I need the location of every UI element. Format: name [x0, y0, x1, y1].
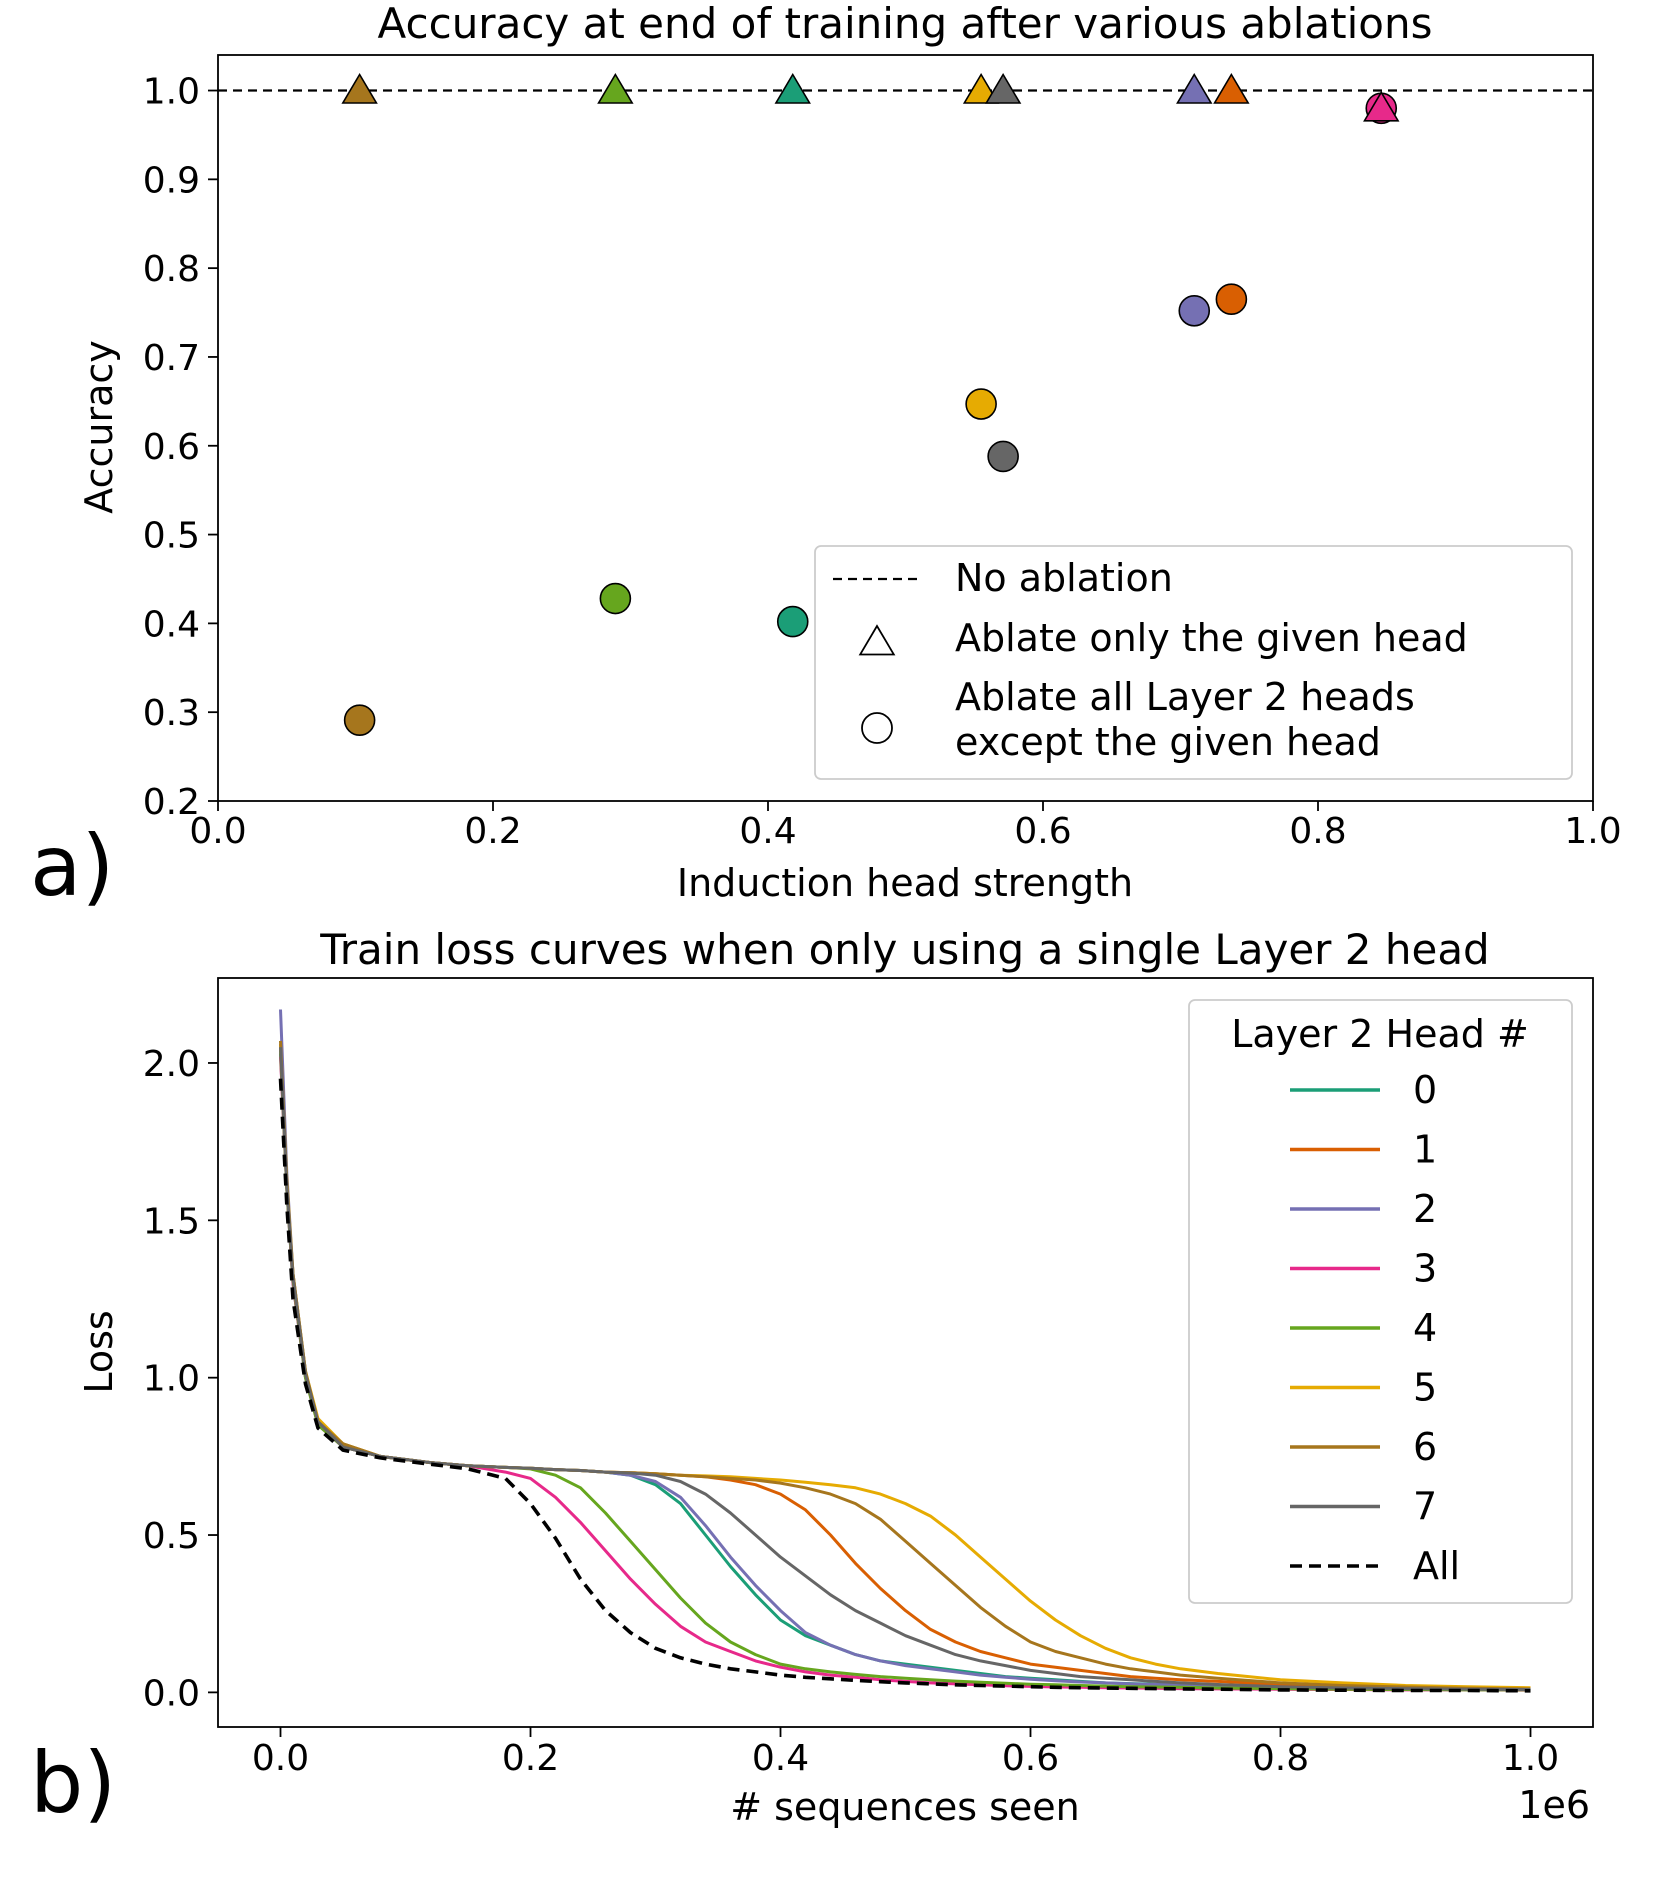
panel-a-label: a) [30, 817, 114, 915]
panel-b-label: b) [30, 1734, 116, 1832]
panel-b-title: Train loss curves when only using a sing… [319, 925, 1489, 974]
y-tick-label: 0.9 [143, 160, 200, 201]
legend-label-head-0: 0 [1413, 1068, 1437, 1112]
legend-label-head-5: 5 [1413, 1366, 1437, 1410]
panel-b-x-offset: 1e6 [1518, 1783, 1590, 1827]
panel-a-legend: No ablation Ablate only the given head Abl… [814, 545, 1573, 780]
y-tick-label: 1.5 [143, 1201, 200, 1242]
legend-marker-circle [861, 712, 893, 744]
x-tick-label: 0.0 [252, 1738, 309, 1779]
panel-a-xlabel: Induction head strength [677, 861, 1133, 905]
triangle-point-head-5 [962, 72, 1000, 104]
panel-b-ylabel: Loss [77, 1310, 121, 1393]
y-tick-label: 0.8 [143, 249, 200, 290]
legend-label-all: All [1413, 1544, 1460, 1588]
x-tick-label: 0.6 [1014, 811, 1071, 852]
legend-label-head-1: 1 [1413, 1128, 1437, 1172]
triangle-point-head-0 [774, 72, 811, 104]
legend-frame [814, 545, 1573, 780]
panel-a-title: Accuracy at end of training after variou… [378, 0, 1433, 48]
panel-b-axes-frame [217, 977, 1594, 1728]
panel-a-plot-area: 0.0 0.2 0.4 0.6 0.8 1.00.20.30.40.50.60.70.80… [143, 54, 1622, 852]
y-tick-label: 0.3 [143, 693, 200, 734]
circle-point-head-1 [1215, 283, 1248, 316]
x-tick-label: 1.0 [1564, 811, 1621, 852]
panel-a-ylabel: Accuracy [77, 340, 121, 514]
legend-label-head-7: 7 [1413, 1485, 1437, 1529]
legend-label-ablate-only: Ablate only the given head [955, 616, 1468, 660]
loss-line-all [278, 1078, 1531, 1693]
panel-b-plot-area: 0.0 0.2 0.4 0.6 0.8 1.0 0.0 0.5 1.0 1.5 2.0 [143, 977, 1594, 1779]
triangle-point-head-1 [1213, 72, 1250, 104]
y-tick-label: 0.5 [143, 1516, 200, 1557]
legend-label-no-ablation: No ablation [955, 556, 1173, 600]
y-tick-label: 1.0 [143, 72, 200, 113]
circle-point-head-0 [776, 605, 809, 638]
legend-label-head-4: 4 [1413, 1306, 1437, 1350]
y-tick-label: 1.0 [143, 1359, 200, 1400]
loss-line-head-7 [279, 1047, 1531, 1691]
y-tick-label: 0.5 [143, 516, 200, 557]
panel-a-axes-frame [217, 54, 1594, 802]
legend-label-head-6: 6 [1413, 1425, 1437, 1469]
circle-point-head-5 [965, 388, 997, 420]
triangle-point-head-4 [597, 72, 634, 104]
triangle-point-head-3 [1363, 90, 1400, 122]
x-tick-label: 0.2 [464, 811, 521, 852]
triangle-point-head-2 [1176, 72, 1213, 104]
x-tick-label: 0.6 [1002, 1738, 1059, 1779]
legend-label-head-2: 2 [1413, 1187, 1437, 1231]
legend-label-ablate-all-line1: Ablate all Layer 2 heads [955, 675, 1415, 719]
legend-frame [1188, 999, 1573, 1604]
legend-marker-triangle [858, 624, 896, 656]
x-tick-label: 0.4 [752, 1738, 809, 1779]
y-tick-label: 0.2 [143, 782, 200, 823]
y-tick-label: 0.6 [143, 427, 200, 468]
panel-b-loss-curves: b) Train loss curves when only using a s… [30, 925, 1594, 1832]
circle-point-head-4 [599, 582, 632, 615]
x-tick-label: 0.0 [189, 811, 246, 852]
panel-b-legend: Layer 2 Head # 0 1 2 3 4 5 6 7 All [1188, 999, 1573, 1604]
legend-title: Layer 2 Head # [1231, 1012, 1529, 1056]
triangle-point-head-6 [341, 72, 378, 104]
panel-b-xlabel: # sequences seen [730, 1785, 1080, 1829]
circle-point-head-2 [1178, 294, 1211, 327]
circle-point-head-6 [343, 704, 376, 736]
x-tick-label: 0.2 [502, 1738, 559, 1779]
x-tick-label: 0.8 [1289, 811, 1346, 852]
y-tick-label: 0.7 [143, 338, 200, 379]
panel-a-accuracy-scatter: a) Accuracy at end of training after var… [30, 0, 1622, 915]
x-tick-label: 1.0 [1502, 1738, 1559, 1779]
circle-point-head-7 [987, 440, 1019, 473]
y-tick-label: 0.4 [143, 604, 200, 645]
x-tick-label: 0.8 [1252, 1738, 1309, 1779]
legend-label-head-3: 3 [1413, 1247, 1437, 1291]
x-tick-label: 0.4 [739, 811, 796, 852]
y-tick-label: 0.0 [143, 1673, 200, 1714]
y-tick-label: 2.0 [143, 1044, 200, 1085]
triangle-point-head-7 [984, 72, 1022, 104]
legend-label-ablate-all-line2: except the given head [955, 720, 1381, 764]
